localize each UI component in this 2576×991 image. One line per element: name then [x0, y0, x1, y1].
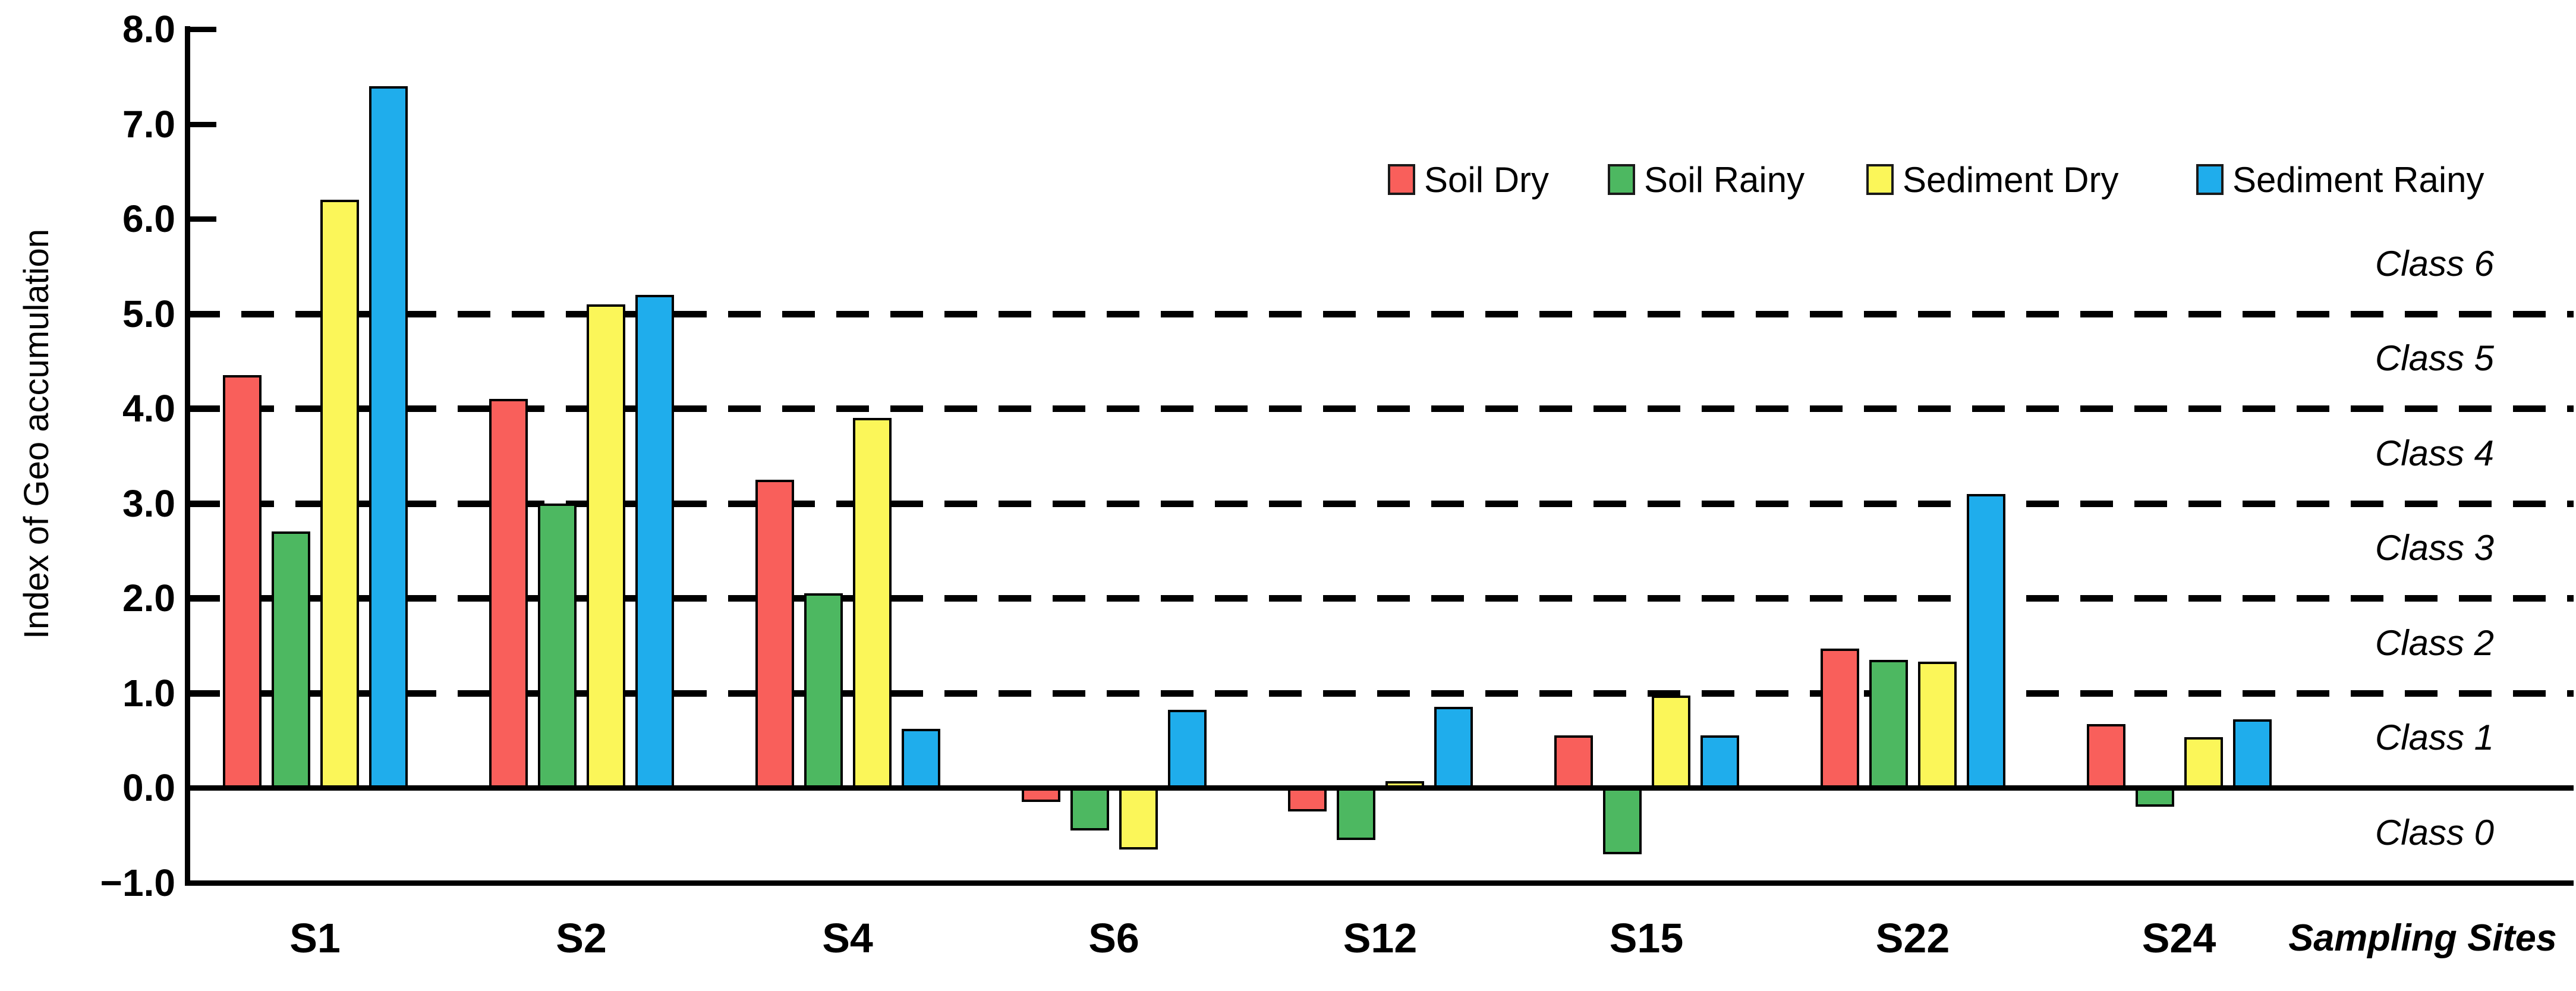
class-band-label-class-3: Class 3: [2375, 528, 2495, 568]
y-tick-label-2.0: 2.0: [122, 577, 175, 619]
bar-S2-sediment-rainy: [635, 294, 674, 788]
y-tick-label-5.0: 5.0: [122, 292, 175, 335]
bar-S24-sediment-rainy: [2232, 719, 2272, 788]
y-tick-label-−1.0: −1.0: [100, 861, 175, 904]
site-label-s15: S15: [1609, 915, 1684, 961]
legend-item-soil-dry: Soil Dry: [1388, 156, 1549, 203]
gridline-dashed-2: [187, 595, 2574, 602]
y-axis-tick-2: [190, 596, 216, 601]
legend-label: Sediment Rainy: [2232, 159, 2484, 200]
y-axis-tick-4: [190, 406, 216, 411]
site-label-s22: S22: [1875, 915, 1950, 961]
bar-S24-sediment-dry: [2184, 737, 2223, 788]
bar-S1-soil-rainy: [271, 531, 310, 788]
bar-S12-soil-dry: [1287, 788, 1327, 811]
bar-S1-soil-dry: [222, 375, 262, 788]
bar-S4-soil-rainy: [804, 593, 843, 788]
bar-S4-sediment-dry: [852, 417, 892, 788]
bar-S6-sediment-rainy: [1167, 710, 1207, 788]
bar-S12-sediment-rainy: [1434, 707, 1473, 788]
site-label-s12: S12: [1343, 915, 1418, 961]
gridline-dashed-4: [187, 405, 2574, 412]
bar-S2-sediment-dry: [586, 304, 625, 788]
class-band-label-class-1: Class 1: [2375, 718, 2495, 758]
y-tick-label-6.0: 6.0: [122, 197, 175, 240]
bar-S24-soil-dry: [2086, 724, 2125, 788]
legend-item-soil-rainy: Soil Rainy: [1608, 156, 1805, 203]
y-axis-tick-1: [190, 690, 216, 696]
site-label-s2: S2: [556, 915, 607, 961]
bar-S6-soil-rainy: [1070, 788, 1109, 830]
legend-swatch-icon: [1388, 164, 1415, 195]
bar-S15-soil-dry: [1554, 735, 1593, 788]
y-axis-tick-8: [190, 27, 216, 32]
gridline-dashed-5: [187, 310, 2574, 317]
class-band-label-class-2: Class 2: [2375, 622, 2495, 663]
y-axis-tick-7: [190, 121, 216, 127]
y-axis-tick-6: [190, 216, 216, 222]
bar-S22-soil-dry: [1820, 648, 1859, 788]
bar-S22-sediment-dry: [1917, 661, 1957, 788]
zero-baseline: [187, 785, 2574, 791]
y-tick-label-8.0: 8.0: [122, 8, 175, 51]
bar-S22-soil-rainy: [1869, 659, 1908, 788]
bar-S15-sediment-dry: [1651, 696, 1690, 788]
x-axis-frame-line: [185, 880, 2574, 886]
class-band-label-class-4: Class 4: [2375, 433, 2495, 473]
legend-label: Soil Dry: [1424, 159, 1550, 200]
bar-S1-sediment-dry: [320, 200, 359, 788]
legend-label: Soil Rainy: [1644, 159, 1805, 200]
y-axis-tick-3: [190, 501, 216, 506]
site-label-s24: S24: [2142, 915, 2216, 961]
legend-swatch-icon: [2196, 164, 2224, 195]
legend-swatch-icon: [1866, 164, 1894, 195]
site-label-s1: S1: [289, 915, 341, 961]
legend-label: Sediment Dry: [1903, 159, 2119, 200]
bar-S12-soil-rainy: [1336, 788, 1375, 840]
class-band-label-class-5: Class 5: [2375, 338, 2495, 379]
legend-swatch-icon: [1608, 164, 1635, 195]
site-label-s4: S4: [822, 915, 873, 961]
bar-S22-sediment-rainy: [1966, 493, 2005, 788]
y-axis-line: [185, 26, 190, 886]
legend-item-sediment-dry: Sediment Dry: [1866, 156, 2118, 203]
bar-S24-soil-rainy: [2135, 788, 2174, 807]
bar-S15-sediment-rainy: [1700, 735, 1739, 788]
bar-S2-soil-dry: [489, 399, 528, 788]
bar-S4-soil-dry: [755, 479, 794, 788]
class-band-label-class-0: Class 0: [2375, 812, 2495, 852]
gridline-dashed-1: [187, 690, 2574, 697]
y-axis-tick-5: [190, 311, 216, 317]
x-axis-title: Sampling Sites: [2288, 917, 2557, 959]
y-tick-label-4.0: 4.0: [122, 387, 175, 430]
bar-S2-soil-rainy: [537, 503, 577, 788]
site-label-s6: S6: [1088, 915, 1139, 961]
y-tick-label-0.0: 0.0: [122, 766, 175, 809]
class-band-label-class-6: Class 6: [2375, 243, 2495, 284]
bar-S1-sediment-rainy: [369, 86, 408, 788]
legend-item-sediment-rainy: Sediment Rainy: [2196, 156, 2484, 203]
bar-S15-soil-rainy: [1602, 788, 1642, 854]
y-tick-label-1.0: 1.0: [122, 671, 175, 715]
y-tick-label-3.0: 3.0: [122, 482, 175, 525]
bar-S6-sediment-dry: [1119, 788, 1158, 850]
y-tick-label-7.0: 7.0: [122, 102, 175, 146]
gridline-dashed-3: [187, 500, 2574, 507]
bar-S4-sediment-rainy: [901, 729, 940, 788]
